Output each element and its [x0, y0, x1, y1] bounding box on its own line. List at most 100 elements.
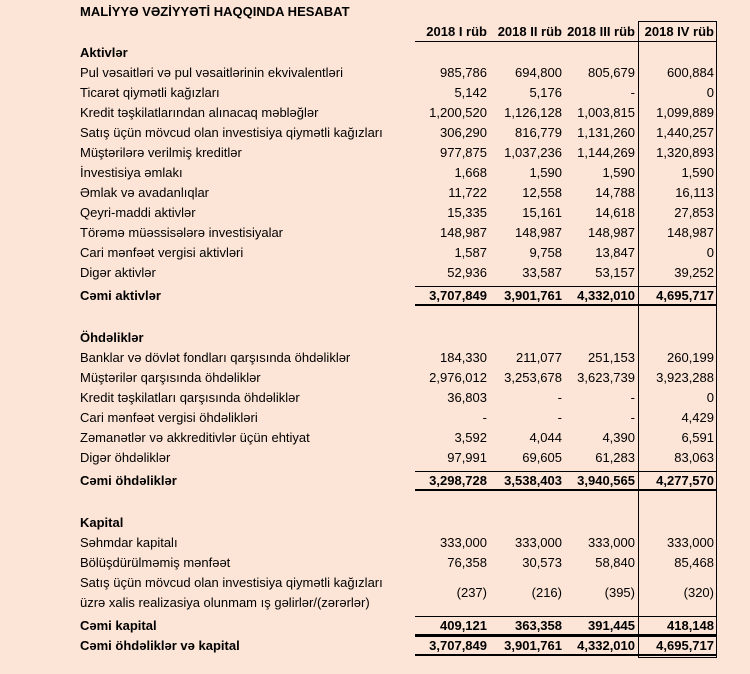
row-value: 85,468 — [674, 555, 714, 570]
row-value: 1,590 — [602, 165, 635, 180]
row-value: 39,252 — [674, 265, 714, 280]
row-value: 985,786 — [440, 65, 487, 80]
row-label: Bölüşdürülməmiş mənfəət — [80, 555, 231, 570]
row-value: (237) — [456, 585, 487, 600]
row-value: 816,779 — [515, 125, 562, 140]
total-row-value: 391,445 — [565, 616, 638, 636]
row-value: 333,000 — [515, 535, 562, 550]
row-value: - — [630, 390, 635, 405]
total-row-label: Cəmi öhdəliklər — [80, 473, 177, 488]
row-value: 600,884 — [667, 65, 714, 80]
column-header: 2018 IV rüb — [638, 22, 717, 42]
grand-total-row-value: 3,707,849 — [415, 636, 490, 656]
total-row-value: 3,901,761 — [490, 286, 565, 306]
row-value: 16,113 — [675, 185, 714, 200]
row-value: 1,099,889 — [656, 105, 714, 120]
row-value: 0 — [706, 85, 714, 100]
row-value: 76,358 — [447, 555, 487, 570]
row-label: Kredit təşkilatlarından alınacaq məbləğl… — [80, 105, 319, 120]
row-value: (395) — [604, 585, 635, 600]
row-value: 14,618 — [595, 205, 635, 220]
row-value: 1,440,257 — [656, 125, 714, 140]
row-value: 1,668 — [454, 165, 487, 180]
row-value: 1,590 — [529, 165, 562, 180]
row-value: 251,153 — [588, 350, 635, 365]
report-title: MALİYYƏ VƏZİYYƏTİ HAQQINDA HESABAT — [80, 4, 350, 19]
row-value: 333,000 — [440, 535, 487, 550]
row-value: 1,587 — [454, 245, 487, 260]
row-value: 52,936 — [447, 265, 487, 280]
row-value: 0 — [706, 245, 714, 260]
row-value: 1,003,815 — [577, 105, 635, 120]
row-value: 3,253,678 — [504, 370, 562, 385]
row-label: Cari mənfəət vergisi öhdəlikləri — [80, 410, 258, 425]
row-value: 694,800 — [515, 65, 562, 80]
row-value: 0 — [706, 390, 714, 405]
row-value: 1,320,893 — [656, 145, 714, 160]
row-value: 2,976,012 — [429, 370, 487, 385]
total-row-value: 363,358 — [490, 616, 565, 636]
row-value: 4,044 — [529, 430, 562, 445]
total-row-value: 4,277,570 — [638, 471, 717, 491]
row-value: 15,335 — [447, 205, 487, 220]
row-value: 260,199 — [667, 350, 714, 365]
row-value: 306,290 — [440, 125, 487, 140]
column-header: 2018 I rüb — [415, 22, 490, 42]
total-row-label: Cəmi aktivlər — [80, 288, 161, 303]
row-value: 148,987 — [667, 225, 714, 240]
row-value: 14,788 — [595, 185, 635, 200]
total-row-value: 418,148 — [638, 616, 717, 636]
row-label: Satış üçün mövcud olan investisiya qiymə… — [80, 575, 383, 610]
row-value: 6,591 — [681, 430, 714, 445]
section-title: Aktivlər — [80, 45, 128, 60]
row-value: 1,126,128 — [504, 105, 562, 120]
total-row-value: 3,707,849 — [415, 286, 490, 306]
total-row-value: 409,121 — [415, 616, 490, 636]
row-label: Digər öhdəliklər — [80, 450, 171, 465]
row-value: (216) — [531, 585, 562, 600]
row-value: 148,987 — [440, 225, 487, 240]
row-label: Qeyri-maddi aktivlər — [80, 205, 196, 220]
row-value: 5,142 — [454, 85, 487, 100]
row-value: 805,679 — [588, 65, 635, 80]
row-value: 9,758 — [529, 245, 562, 260]
row-value: 3,923,288 — [656, 370, 714, 385]
row-label: Kredit təşkilatları qarşısında öhdəliklə… — [80, 390, 300, 405]
row-value: 1,200,520 — [429, 105, 487, 120]
section-title: Kapital — [80, 515, 124, 530]
row-value: 33,587 — [522, 265, 562, 280]
row-value: 97,991 — [447, 450, 487, 465]
row-label: Ticarət qiymətli kağızları — [80, 85, 220, 100]
total-row-value: 4,332,010 — [565, 286, 638, 306]
row-value: - — [630, 410, 635, 425]
row-value: 4,429 — [681, 410, 714, 425]
row-label: Müştərilərə verilmiş kreditlər — [80, 145, 242, 160]
row-label: Səhmdar kapitalı — [80, 535, 178, 550]
grand-total-row-value: 3,901,761 — [490, 636, 565, 656]
grand-total-row-value: 4,695,717 — [638, 636, 717, 656]
row-value: (320) — [683, 585, 714, 600]
total-row-value: 3,940,565 — [565, 471, 638, 491]
total-row-value: 3,298,728 — [415, 471, 490, 491]
row-value: 977,875 — [440, 145, 487, 160]
row-value: 333,000 — [667, 535, 714, 550]
row-value: 3,592 — [454, 430, 487, 445]
row-value: 211,077 — [515, 350, 562, 365]
row-label: Müştərilər qarşısında öhdəliklər — [80, 370, 261, 385]
total-row-value: 4,695,717 — [638, 286, 717, 306]
row-value: 13,847 — [595, 245, 635, 260]
row-value: 11,722 — [448, 185, 487, 200]
row-label: İnvestisiya əmlakı — [80, 165, 183, 180]
row-value: 30,573 — [522, 555, 562, 570]
column-header: 2018 III rüb — [565, 22, 638, 42]
row-label: Əmlak və avadanlıqlar — [80, 185, 210, 200]
row-value: - — [482, 410, 487, 425]
row-value: 148,987 — [588, 225, 635, 240]
row-label: Zəmanətlər və akkreditivlər üçün ehtiyat — [80, 430, 310, 445]
row-value: 184,330 — [440, 350, 487, 365]
row-value: 58,840 — [595, 555, 635, 570]
row-label: Törəmə müəssisələrə investisiyalar — [80, 225, 284, 240]
row-value: 27,853 — [674, 205, 714, 220]
row-value: 333,000 — [588, 535, 635, 550]
